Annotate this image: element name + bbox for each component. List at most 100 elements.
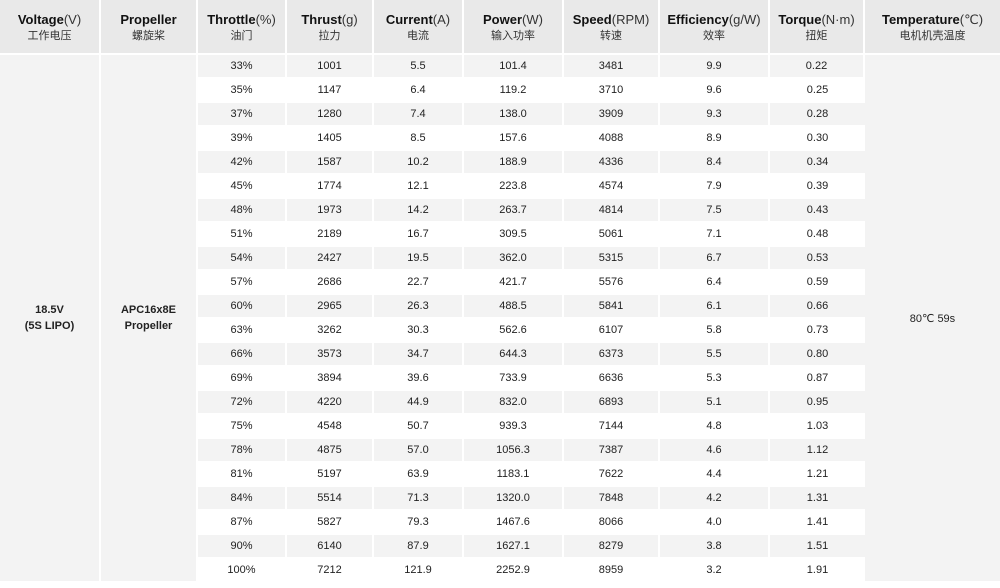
thrust-cell: 1280 — [287, 103, 374, 127]
thrust-cell: 2965 — [287, 295, 374, 319]
voltage-battery: (5S LIPO) — [24, 320, 75, 332]
table-row: 42% 1587 10.2 188.9 4336 8.4 0.34 — [0, 151, 1000, 175]
temperature-cell: 80℃ 59s — [865, 55, 1000, 583]
speed-cell: 7848 — [564, 487, 660, 511]
header-power-label: Power(W) — [464, 11, 562, 28]
thrust-cell: 3262 — [287, 319, 374, 343]
power-cell: 1627.1 — [464, 535, 564, 559]
header-voltage-zh: 工作电压 — [27, 28, 72, 42]
current-cell: 79.3 — [374, 511, 464, 535]
header-power-unit: (W) — [522, 11, 543, 27]
thrust-cell: 1774 — [287, 175, 374, 199]
current-cell: 87.9 — [374, 535, 464, 559]
power-cell: 101.4 — [464, 55, 564, 79]
power-cell: 263.7 — [464, 199, 564, 223]
current-cell: 44.9 — [374, 391, 464, 415]
speed-cell: 4574 — [564, 175, 660, 199]
speed-cell: 5841 — [564, 295, 660, 319]
thrust-cell: 1587 — [287, 151, 374, 175]
speed-cell: 6107 — [564, 319, 660, 343]
torque-cell: 1.51 — [770, 535, 865, 559]
header-temperature: Temperature(℃) 电机机壳温度 — [865, 0, 1000, 55]
current-cell: 22.7 — [374, 271, 464, 295]
efficiency-cell: 4.4 — [660, 463, 770, 487]
speed-cell: 7387 — [564, 439, 660, 463]
header-power-en: Power — [483, 11, 523, 27]
header-throttle-label: Throttle(%) — [198, 11, 285, 28]
table-row: 87% 5827 79.3 1467.6 8066 4.0 1.41 — [0, 511, 1000, 535]
current-cell: 6.4 — [374, 79, 464, 103]
thrust-cell: 7212 — [287, 559, 374, 583]
thrust-cell: 3573 — [287, 343, 374, 367]
table-row: 75% 4548 50.7 939.3 7144 4.8 1.03 — [0, 415, 1000, 439]
efficiency-cell: 4.6 — [660, 439, 770, 463]
throttle-cell: 35% — [198, 79, 287, 103]
current-cell: 14.2 — [374, 199, 464, 223]
efficiency-cell: 8.4 — [660, 151, 770, 175]
speed-cell: 6373 — [564, 343, 660, 367]
speed-cell: 6636 — [564, 367, 660, 391]
speed-cell: 8066 — [564, 511, 660, 535]
speed-cell: 6893 — [564, 391, 660, 415]
header-speed-unit: (RPM) — [611, 11, 650, 27]
table-row: 78% 4875 57.0 1056.3 7387 4.6 1.12 — [0, 439, 1000, 463]
header-efficiency-en: Efficiency — [667, 11, 729, 27]
efficiency-cell: 9.6 — [660, 79, 770, 103]
header-current-label: Current(A) — [374, 11, 462, 28]
header-efficiency: Efficiency(g/W) 效率 — [660, 0, 770, 55]
throttle-cell: 45% — [198, 175, 287, 199]
table-row: 37% 1280 7.4 138.0 3909 9.3 0.28 — [0, 103, 1000, 127]
efficiency-cell: 4.2 — [660, 487, 770, 511]
efficiency-cell: 6.1 — [660, 295, 770, 319]
header-current: Current(A) 电流 — [374, 0, 464, 55]
power-cell: 1320.0 — [464, 487, 564, 511]
throttle-cell: 72% — [198, 391, 287, 415]
throttle-cell: 84% — [198, 487, 287, 511]
torque-cell: 0.48 — [770, 223, 865, 247]
efficiency-cell: 3.2 — [660, 559, 770, 583]
current-cell: 16.7 — [374, 223, 464, 247]
table-row: 84% 5514 71.3 1320.0 7848 4.2 1.31 — [0, 487, 1000, 511]
header-torque-unit: (N·m) — [821, 11, 855, 27]
throttle-cell: 66% — [198, 343, 287, 367]
table-row: 100% 7212 121.9 2252.9 8959 3.2 1.91 — [0, 559, 1000, 583]
voltage-cell: 18.5V (5S LIPO) — [0, 55, 101, 583]
torque-cell: 0.66 — [770, 295, 865, 319]
efficiency-cell: 5.3 — [660, 367, 770, 391]
thrust-cell: 2189 — [287, 223, 374, 247]
header-power: Power(W) 输入功率 — [464, 0, 564, 55]
thrust-cell: 4220 — [287, 391, 374, 415]
efficiency-cell: 5.8 — [660, 319, 770, 343]
power-cell: 421.7 — [464, 271, 564, 295]
torque-cell: 0.30 — [770, 127, 865, 151]
current-cell: 30.3 — [374, 319, 464, 343]
current-cell: 7.4 — [374, 103, 464, 127]
header-thrust-unit: (g) — [341, 11, 358, 27]
table-row: 57% 2686 22.7 421.7 5576 6.4 0.59 — [0, 271, 1000, 295]
header-temperature-label: Temperature(℃) — [865, 11, 1000, 28]
torque-cell: 0.59 — [770, 271, 865, 295]
current-cell: 39.6 — [374, 367, 464, 391]
current-cell: 26.3 — [374, 295, 464, 319]
current-cell: 5.5 — [374, 55, 464, 79]
thrust-cell: 4548 — [287, 415, 374, 439]
header-propeller-zh: 螺旋桨 — [132, 28, 165, 42]
efficiency-cell: 7.9 — [660, 175, 770, 199]
thrust-cell: 5514 — [287, 487, 374, 511]
efficiency-cell: 6.4 — [660, 271, 770, 295]
speed-cell: 5576 — [564, 271, 660, 295]
current-cell: 19.5 — [374, 247, 464, 271]
header-throttle-unit: (%) — [255, 11, 276, 27]
power-cell: 157.6 — [464, 127, 564, 151]
thrust-cell: 2686 — [287, 271, 374, 295]
efficiency-cell: 7.5 — [660, 199, 770, 223]
throttle-cell: 48% — [198, 199, 287, 223]
efficiency-cell: 6.7 — [660, 247, 770, 271]
table-row: 69% 3894 39.6 733.9 6636 5.3 0.87 — [0, 367, 1000, 391]
power-cell: 362.0 — [464, 247, 564, 271]
thrust-cell: 6140 — [287, 535, 374, 559]
speed-cell: 5315 — [564, 247, 660, 271]
table-row: 45% 1774 12.1 223.8 4574 7.9 0.39 — [0, 175, 1000, 199]
header-throttle: Throttle(%) 油门 — [198, 0, 287, 55]
power-cell: 832.0 — [464, 391, 564, 415]
